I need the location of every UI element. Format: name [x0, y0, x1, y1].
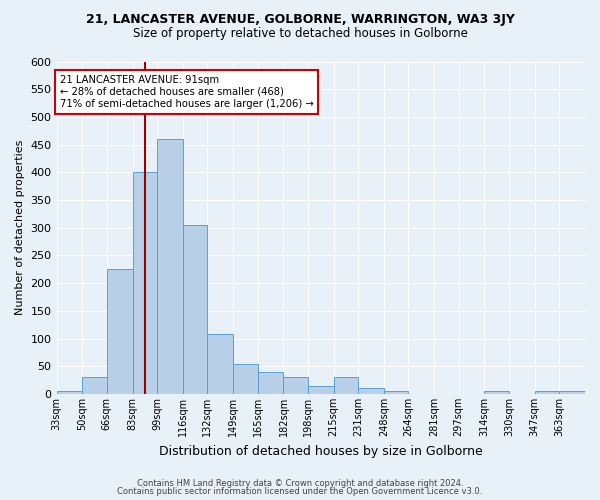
Text: 21, LANCASTER AVENUE, GOLBORNE, WARRINGTON, WA3 3JY: 21, LANCASTER AVENUE, GOLBORNE, WARRINGT…: [86, 12, 514, 26]
Bar: [535, 391, 559, 394]
Bar: [559, 391, 585, 394]
Bar: [208, 334, 233, 394]
Y-axis label: Number of detached properties: Number of detached properties: [15, 140, 25, 316]
Text: Contains HM Land Registry data © Crown copyright and database right 2024.: Contains HM Land Registry data © Crown c…: [137, 478, 463, 488]
Bar: [183, 225, 208, 394]
Bar: [308, 386, 334, 394]
Bar: [133, 172, 157, 394]
Text: Size of property relative to detached houses in Golborne: Size of property relative to detached ho…: [133, 28, 467, 40]
Bar: [56, 391, 82, 394]
Bar: [157, 139, 183, 394]
Bar: [82, 378, 107, 394]
Bar: [358, 388, 384, 394]
Text: Contains public sector information licensed under the Open Government Licence v3: Contains public sector information licen…: [118, 487, 482, 496]
Bar: [484, 391, 509, 394]
Bar: [107, 270, 133, 394]
Bar: [257, 372, 283, 394]
Bar: [283, 378, 308, 394]
Bar: [334, 378, 358, 394]
X-axis label: Distribution of detached houses by size in Golborne: Distribution of detached houses by size …: [159, 444, 482, 458]
Text: 21 LANCASTER AVENUE: 91sqm
← 28% of detached houses are smaller (468)
71% of sem: 21 LANCASTER AVENUE: 91sqm ← 28% of deta…: [59, 76, 313, 108]
Bar: [384, 391, 409, 394]
Bar: [233, 364, 257, 394]
